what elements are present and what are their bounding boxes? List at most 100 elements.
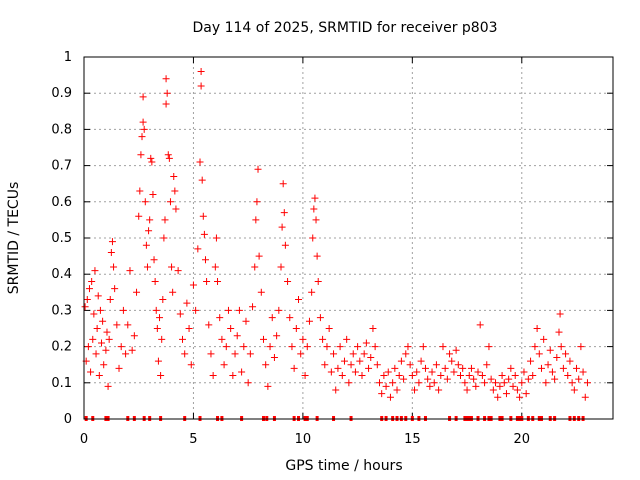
data-point (502, 390, 510, 398)
x-axis-ticks: 0 5 10 15 20 (80, 57, 530, 447)
data-point (321, 361, 329, 369)
data-point (255, 252, 263, 260)
data-point (500, 379, 508, 387)
data-point (314, 277, 322, 285)
data-point (181, 350, 189, 358)
data-point (498, 372, 506, 380)
data-point (496, 382, 504, 390)
data-point (391, 364, 399, 372)
data-point (290, 364, 298, 372)
data-point (404, 343, 412, 351)
data-point (183, 299, 191, 307)
y-tick-label: 0.1 (51, 376, 72, 391)
data-point (334, 364, 342, 372)
data-point (249, 303, 257, 311)
data-point (286, 314, 294, 322)
data-point (171, 187, 179, 195)
data-point (194, 245, 202, 253)
data-point (400, 375, 408, 383)
data-point (126, 267, 134, 275)
data-point (297, 350, 305, 358)
data-point (406, 361, 414, 369)
data-point (516, 393, 524, 401)
data-point (150, 256, 158, 264)
data-point (380, 372, 388, 380)
data-point (557, 343, 565, 351)
data-point (262, 361, 270, 369)
data-point (299, 335, 307, 343)
data-point (280, 209, 288, 217)
data-point (570, 386, 578, 394)
data-point (103, 328, 111, 336)
data-point (489, 386, 497, 394)
data-point (389, 379, 397, 387)
data-point (140, 125, 148, 133)
data-point (110, 263, 118, 271)
data-point (157, 372, 165, 380)
x-axis-label: GPS time / hours (285, 458, 402, 474)
data-point (264, 382, 272, 390)
data-point (158, 335, 166, 343)
data-point (162, 100, 170, 108)
data-point (179, 335, 187, 343)
data-point (456, 372, 464, 380)
data-point (395, 372, 403, 380)
data-point (308, 288, 316, 296)
data-point (81, 303, 89, 311)
data-point (522, 390, 530, 398)
x-tick-label: 15 (404, 432, 421, 447)
data-point (145, 227, 153, 235)
data-point (349, 350, 357, 358)
y-tick-label: 0.8 (51, 122, 72, 137)
data-point (435, 386, 443, 394)
data-point (426, 382, 434, 390)
data-point (89, 335, 97, 343)
data-point (257, 288, 265, 296)
data-point (187, 361, 195, 369)
data-point (347, 361, 355, 369)
data-point (481, 379, 489, 387)
data-point (253, 198, 261, 206)
data-point (242, 317, 250, 325)
data-point (441, 364, 449, 372)
data-point (448, 357, 456, 365)
data-point (454, 361, 462, 369)
data-point (384, 368, 392, 376)
chart-title: Day 114 of 2025, SRMTID for receiver p80… (192, 20, 497, 36)
data-point (393, 386, 401, 394)
data-point (107, 248, 115, 256)
data-point (548, 368, 556, 376)
data-point (520, 368, 528, 376)
data-point (92, 350, 100, 358)
data-point (371, 343, 379, 351)
y-axis-ticks: 0 0.1 0.2 0.3 0.4 0.5 0.6 0.7 0.8 0.9 1 (51, 50, 613, 427)
data-point (146, 216, 154, 224)
grid-lines (84, 57, 613, 419)
data-point (159, 296, 167, 304)
data-point (240, 343, 248, 351)
data-point (295, 296, 303, 304)
data-point (573, 364, 581, 372)
data-point (327, 368, 335, 376)
data-point (113, 321, 121, 329)
data-point (197, 82, 205, 90)
y-tick-label: 0.3 (51, 303, 72, 318)
data-point (413, 368, 421, 376)
data-point (100, 361, 108, 369)
data-point (197, 67, 205, 75)
data-point (156, 314, 164, 322)
data-point (214, 277, 222, 285)
data-point (154, 357, 162, 365)
data-point (200, 230, 208, 238)
data-point (476, 321, 484, 329)
data-point (555, 328, 563, 336)
data-point (340, 357, 348, 365)
data-point (235, 306, 243, 314)
data-point (152, 306, 160, 314)
data-point (566, 357, 574, 365)
data-point (130, 332, 138, 340)
data-point (139, 93, 147, 101)
data-point (149, 191, 157, 199)
data-point (378, 390, 386, 398)
data-point (172, 205, 180, 213)
